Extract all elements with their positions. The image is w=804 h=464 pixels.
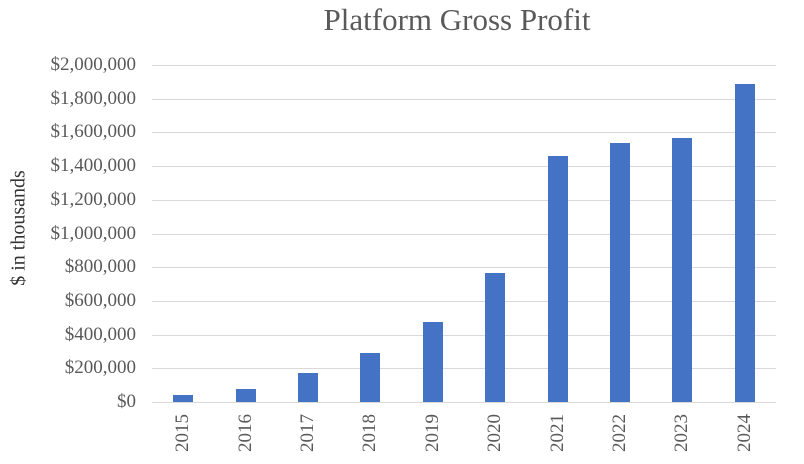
bar-2017 (298, 373, 318, 402)
gridline (152, 334, 776, 336)
x-tick-label: 2023 (671, 414, 693, 452)
x-tick-label: 2024 (733, 414, 755, 452)
x-tick-label: 2020 (484, 414, 506, 452)
y-tick-label: $1,200,000 (50, 188, 137, 210)
gridline (152, 368, 776, 370)
gridline (152, 199, 776, 201)
gridline (152, 65, 776, 66)
x-tick-label: 2022 (609, 414, 630, 452)
bar-2022 (610, 143, 630, 402)
bar-2019 (422, 321, 443, 402)
x-tick-label: 2016 (234, 414, 256, 452)
bar-2023 (672, 137, 693, 402)
gridline (152, 300, 776, 302)
chart-title: Platform Gross Profit (323, 2, 591, 37)
bar-2018 (360, 352, 381, 402)
bar-2020 (485, 273, 506, 402)
y-tick-label: $1,800,000 (50, 87, 137, 109)
gridline (152, 233, 776, 235)
y-tick-label: $600,000 (64, 289, 136, 311)
plot-area (152, 65, 776, 403)
y-tick-label: $0 (117, 391, 136, 412)
gridline (152, 267, 776, 269)
y-tick-label: $800,000 (64, 256, 136, 278)
gridline (152, 402, 776, 403)
x-tick-label: 2019 (421, 414, 443, 452)
bar-2015 (173, 395, 194, 402)
gridline (152, 132, 776, 134)
y-tick-label: $2,000,000 (50, 54, 137, 75)
y-tick-label: $1,000,000 (50, 222, 137, 244)
gridline (152, 98, 776, 100)
x-tick-label: 2015 (172, 414, 194, 452)
x-tick-label: 2021 (546, 414, 568, 452)
y-tick-label: $400,000 (64, 323, 136, 345)
gridline (152, 166, 776, 168)
x-tick-label: 2017 (297, 414, 318, 452)
bar-2021 (547, 155, 568, 402)
y-tick-label: $1,400,000 (50, 155, 137, 177)
bar-2024 (734, 84, 755, 402)
bar-2016 (235, 389, 256, 402)
y-tick-label: $1,600,000 (50, 121, 137, 143)
y-tick-label: $200,000 (64, 357, 136, 379)
x-tick-label: 2018 (359, 414, 381, 452)
